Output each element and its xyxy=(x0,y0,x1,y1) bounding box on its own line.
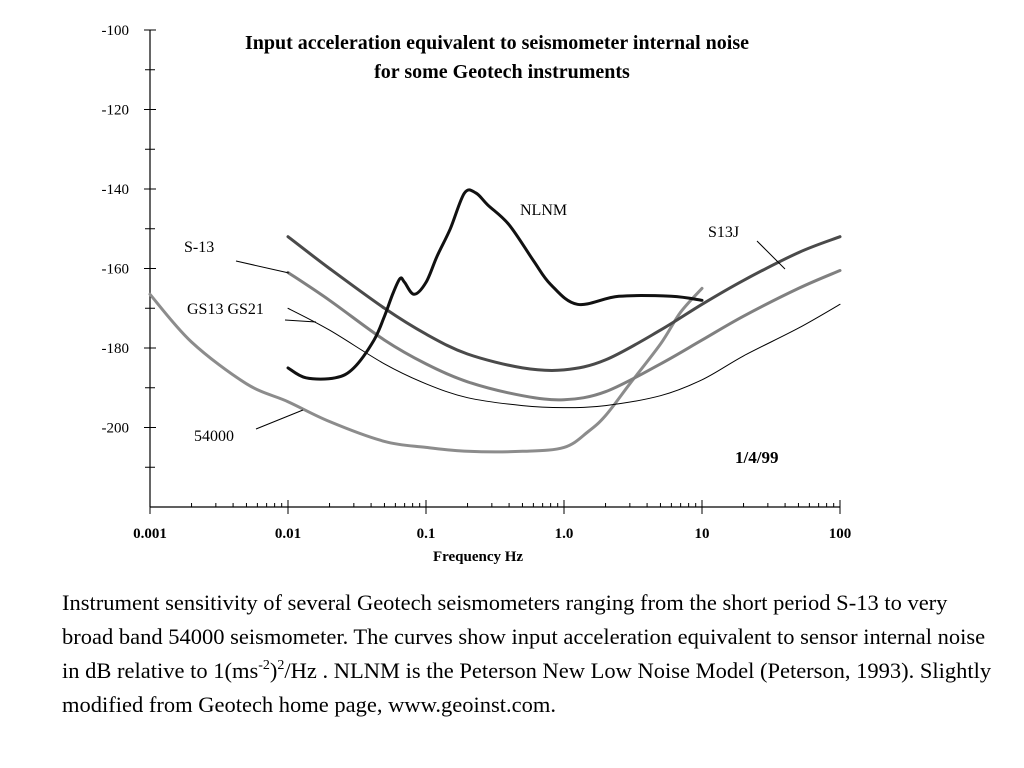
caption-text-2: ) xyxy=(269,658,278,683)
s-13-label: S-13 xyxy=(184,239,214,256)
series-line-gs13-gs21 xyxy=(287,303,841,409)
x-tick-label: 100 xyxy=(829,526,852,542)
chart-labels: Input acceleration equivalent to seismom… xyxy=(184,32,786,565)
y-tick-label: -160 xyxy=(102,262,130,278)
date-label: 1/4/99 xyxy=(735,448,778,467)
x-tick-label: 10 xyxy=(695,526,710,542)
chart-title-line-1: Input acceleration equivalent to seismom… xyxy=(245,32,749,54)
caption-superscript-1: -2 xyxy=(258,658,270,673)
s-13-leader-line xyxy=(235,260,290,274)
y-tick-label: -180 xyxy=(102,341,130,357)
x-tick-label: 1.0 xyxy=(555,526,574,542)
caption-superscript-2: 2 xyxy=(277,658,285,673)
gs13-gs21-leader-line xyxy=(284,319,317,323)
s13j-label: S13J xyxy=(708,224,739,241)
gs13-gs21-label: GS13 GS21 xyxy=(187,301,264,318)
series-line-nlnm xyxy=(286,188,704,381)
x-tick-label: 0.001 xyxy=(133,526,167,542)
x-tick-label: 0.01 xyxy=(275,526,301,542)
series-line-s13j xyxy=(286,235,842,373)
54000-leader-line xyxy=(255,409,304,430)
series-line-54000 xyxy=(148,286,704,454)
54000-label: 54000 xyxy=(194,428,234,445)
y-tick-label: -120 xyxy=(102,103,130,119)
noise-chart: -100 -120 -140 -160 -180 -200 0.001 0.01 0.1 1.0 1… xyxy=(102,23,852,565)
y-tick-label: -140 xyxy=(102,182,130,198)
nlnm-label: NLNM xyxy=(520,202,567,219)
chart-title-line-2: for some Geotech instruments xyxy=(374,61,630,83)
x-tick-label: 0.1 xyxy=(417,526,436,542)
figure-caption: Instrument sensitivity of several Geotec… xyxy=(62,586,992,722)
x-axis-label: Frequency Hz xyxy=(433,549,523,565)
chart-series xyxy=(148,188,842,454)
series-line-s-13 xyxy=(286,269,842,402)
s13j-leader-line xyxy=(756,240,786,270)
y-tick-label: -200 xyxy=(102,421,130,437)
caption-text-1: Instrument sensitivity of several Geotec… xyxy=(62,590,986,683)
caption-text-3: /Hz . NLNM is the Peterson New Low Noise… xyxy=(62,658,992,717)
y-tick-label: -100 xyxy=(102,23,130,39)
chart-axes: -100 -120 -140 -160 -180 -200 0.001 0.01 0.1 1.0 1… xyxy=(102,23,852,542)
